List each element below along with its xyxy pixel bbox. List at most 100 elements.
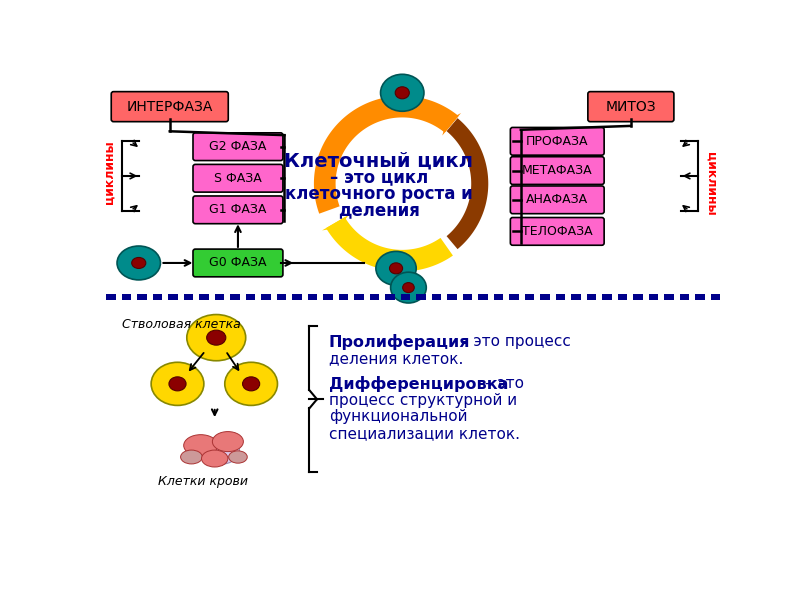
Text: МЕТАФАЗА: МЕТАФАЗА (522, 164, 593, 177)
Bar (571, 294, 581, 300)
Text: функциональной: функциональной (329, 409, 467, 424)
Text: ПРОФАЗА: ПРОФАЗА (526, 135, 589, 148)
Text: – это: – это (480, 376, 524, 391)
Polygon shape (314, 96, 458, 214)
Bar (695, 294, 705, 300)
Ellipse shape (151, 362, 204, 406)
Polygon shape (326, 217, 453, 271)
Bar (308, 294, 317, 300)
Bar (277, 294, 286, 300)
Text: АНАФАЗА: АНАФАЗА (526, 193, 588, 206)
Ellipse shape (184, 434, 218, 456)
Bar (153, 294, 162, 300)
Bar (122, 294, 131, 300)
FancyBboxPatch shape (193, 164, 283, 192)
Bar (246, 294, 255, 300)
Bar (106, 294, 115, 300)
Bar (168, 294, 178, 300)
Bar (649, 294, 658, 300)
Bar (478, 294, 487, 300)
Text: Дифференцировка: Дифференцировка (329, 376, 508, 392)
Bar (323, 294, 333, 300)
Ellipse shape (117, 246, 161, 280)
Text: – это цикл: – это цикл (330, 169, 428, 187)
FancyBboxPatch shape (510, 186, 604, 214)
Bar (184, 294, 193, 300)
Ellipse shape (402, 283, 414, 293)
Bar (664, 294, 674, 300)
Bar (199, 294, 209, 300)
Ellipse shape (395, 87, 410, 99)
Polygon shape (322, 215, 349, 230)
Ellipse shape (229, 451, 247, 463)
Bar (602, 294, 611, 300)
Text: ИНТЕРФАЗА: ИНТЕРФАЗА (126, 100, 213, 113)
Ellipse shape (242, 377, 260, 391)
Text: Клетки крови: Клетки крови (158, 475, 248, 488)
Bar (680, 294, 689, 300)
Text: Пролиферация: Пролиферация (329, 334, 470, 349)
Text: МИТОЗ: МИТОЗ (606, 100, 656, 113)
FancyBboxPatch shape (193, 133, 283, 161)
Bar (447, 294, 457, 300)
Bar (138, 294, 146, 300)
Bar (338, 294, 348, 300)
Bar (386, 294, 394, 300)
FancyBboxPatch shape (510, 157, 604, 184)
Ellipse shape (169, 377, 186, 391)
Bar (556, 294, 565, 300)
Text: Стволовая клетка: Стволовая клетка (122, 318, 241, 331)
Text: циклины: циклины (102, 140, 116, 204)
Polygon shape (442, 113, 461, 136)
Polygon shape (446, 118, 488, 249)
Bar (370, 294, 379, 300)
Text: клеточного роста и: клеточного роста и (285, 185, 473, 203)
Ellipse shape (201, 437, 239, 464)
FancyBboxPatch shape (193, 196, 283, 224)
Ellipse shape (206, 330, 226, 345)
Ellipse shape (181, 450, 202, 464)
Bar (432, 294, 441, 300)
Bar (540, 294, 550, 300)
FancyBboxPatch shape (588, 92, 674, 122)
Ellipse shape (212, 431, 243, 452)
Ellipse shape (390, 272, 426, 303)
Ellipse shape (381, 74, 424, 111)
Ellipse shape (390, 263, 402, 274)
Bar (525, 294, 534, 300)
Bar (214, 294, 224, 300)
Text: специализации клеток.: специализации клеток. (329, 427, 520, 442)
Text: циклины: циклины (704, 152, 718, 215)
Ellipse shape (225, 362, 278, 406)
Bar (462, 294, 472, 300)
FancyBboxPatch shape (193, 249, 283, 277)
Text: ТЕЛОФАЗА: ТЕЛОФАЗА (522, 225, 593, 238)
Bar (416, 294, 426, 300)
Text: деления клеток.: деления клеток. (329, 351, 463, 366)
Text: процесс структурной и: процесс структурной и (329, 392, 517, 407)
Bar (618, 294, 627, 300)
Text: – это процесс: – это процесс (457, 334, 571, 349)
Bar (634, 294, 642, 300)
Ellipse shape (202, 450, 228, 467)
FancyBboxPatch shape (510, 218, 604, 245)
FancyBboxPatch shape (111, 92, 228, 122)
Bar (509, 294, 518, 300)
Ellipse shape (376, 251, 416, 285)
Bar (230, 294, 239, 300)
Bar (354, 294, 363, 300)
Text: G0 ФАЗА: G0 ФАЗА (210, 256, 266, 269)
Bar (262, 294, 270, 300)
Text: Клеточный цикл: Клеточный цикл (285, 151, 474, 170)
Bar (710, 294, 720, 300)
Text: S ФАЗА: S ФАЗА (214, 172, 262, 185)
Text: деления: деления (338, 202, 420, 220)
FancyBboxPatch shape (510, 127, 604, 155)
Ellipse shape (132, 257, 146, 268)
Bar (401, 294, 410, 300)
Bar (292, 294, 302, 300)
Text: G1 ФАЗА: G1 ФАЗА (210, 203, 266, 217)
Ellipse shape (187, 314, 246, 361)
Text: G2 ФАЗА: G2 ФАЗА (210, 140, 266, 153)
Bar (494, 294, 503, 300)
